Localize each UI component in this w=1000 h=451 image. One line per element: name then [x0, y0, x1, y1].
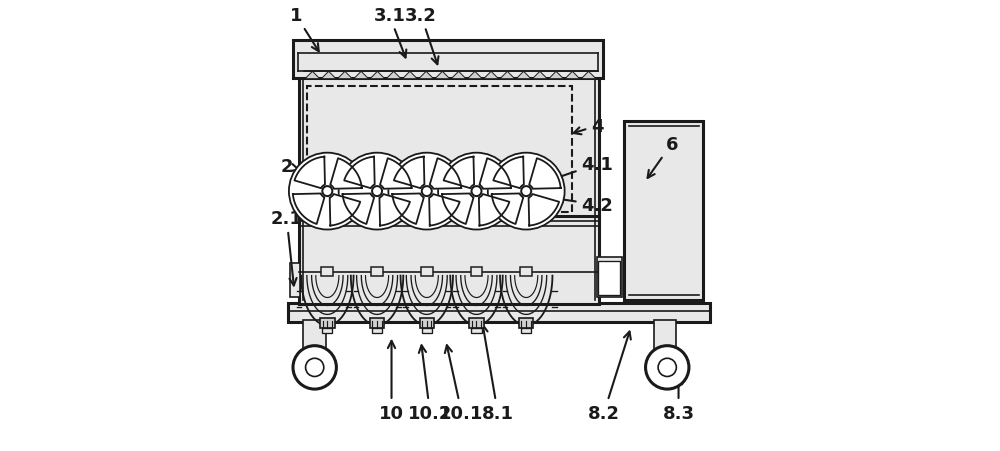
Circle shape: [646, 346, 689, 389]
Text: 10.2: 10.2: [408, 345, 452, 422]
Polygon shape: [294, 157, 325, 189]
Circle shape: [438, 153, 515, 230]
Polygon shape: [434, 72, 451, 80]
Polygon shape: [430, 159, 461, 189]
Polygon shape: [548, 72, 564, 80]
Bar: [521, 329, 531, 334]
Polygon shape: [394, 157, 424, 189]
Text: 1: 1: [289, 7, 319, 52]
Bar: [598, 262, 620, 295]
Circle shape: [388, 153, 465, 230]
Circle shape: [422, 187, 432, 197]
Bar: [320, 319, 335, 329]
Polygon shape: [467, 72, 483, 80]
Text: 6: 6: [648, 135, 678, 179]
Polygon shape: [369, 72, 386, 80]
Bar: [471, 329, 482, 334]
Polygon shape: [330, 159, 362, 189]
Text: 3.2: 3.2: [405, 7, 439, 65]
Circle shape: [322, 187, 332, 197]
Bar: [469, 319, 484, 329]
Text: 2.1: 2.1: [271, 210, 303, 286]
Polygon shape: [379, 194, 410, 226]
Polygon shape: [529, 159, 561, 189]
Circle shape: [293, 346, 336, 389]
Polygon shape: [429, 194, 460, 226]
Text: 4: 4: [574, 117, 603, 135]
Bar: [519, 319, 533, 329]
Text: 2: 2: [280, 158, 299, 176]
Bar: [303, 320, 326, 350]
Polygon shape: [293, 194, 324, 225]
Bar: [321, 268, 333, 276]
Polygon shape: [444, 157, 474, 189]
Polygon shape: [344, 157, 375, 189]
Circle shape: [521, 187, 531, 197]
Polygon shape: [442, 194, 474, 225]
Bar: [372, 329, 382, 334]
Bar: [597, 257, 622, 298]
Bar: [371, 268, 383, 276]
Text: 4.1: 4.1: [549, 156, 613, 182]
Circle shape: [289, 153, 366, 230]
Polygon shape: [564, 72, 580, 80]
Bar: [654, 320, 676, 350]
Polygon shape: [418, 72, 434, 80]
Text: 10: 10: [379, 341, 404, 422]
Bar: [420, 319, 434, 329]
Polygon shape: [451, 72, 467, 80]
Polygon shape: [386, 72, 402, 80]
Text: 4.2: 4.2: [542, 194, 613, 214]
Circle shape: [472, 187, 481, 197]
Polygon shape: [479, 194, 509, 226]
Bar: [307, 87, 572, 213]
Polygon shape: [304, 72, 321, 80]
Bar: [624, 122, 703, 300]
Bar: [293, 41, 603, 79]
Text: 10.1: 10.1: [439, 345, 484, 422]
Bar: [370, 319, 384, 329]
Polygon shape: [483, 72, 499, 80]
Polygon shape: [479, 159, 511, 189]
Text: 8.1: 8.1: [480, 325, 514, 422]
Polygon shape: [321, 72, 337, 80]
Polygon shape: [330, 194, 360, 226]
Text: 3.1: 3.1: [373, 7, 406, 58]
Polygon shape: [343, 194, 374, 225]
Polygon shape: [532, 72, 548, 80]
Bar: [422, 329, 432, 334]
Polygon shape: [392, 194, 424, 225]
Bar: [290, 264, 300, 298]
Bar: [520, 268, 532, 276]
Bar: [322, 329, 332, 334]
Circle shape: [372, 187, 382, 197]
Circle shape: [306, 359, 324, 377]
Polygon shape: [499, 72, 515, 80]
Polygon shape: [493, 157, 524, 189]
Polygon shape: [353, 72, 369, 80]
Bar: [471, 268, 482, 276]
Text: 8.2: 8.2: [588, 332, 631, 422]
Polygon shape: [402, 72, 418, 80]
Circle shape: [488, 153, 565, 230]
Polygon shape: [337, 72, 353, 80]
Bar: [299, 59, 599, 304]
Polygon shape: [515, 72, 532, 80]
Polygon shape: [492, 194, 523, 225]
Polygon shape: [380, 159, 412, 189]
Bar: [288, 304, 710, 322]
Polygon shape: [580, 72, 597, 80]
Circle shape: [658, 359, 676, 377]
Circle shape: [339, 153, 415, 230]
Bar: [421, 268, 433, 276]
Polygon shape: [529, 194, 559, 226]
Text: 8.3: 8.3: [663, 377, 695, 422]
